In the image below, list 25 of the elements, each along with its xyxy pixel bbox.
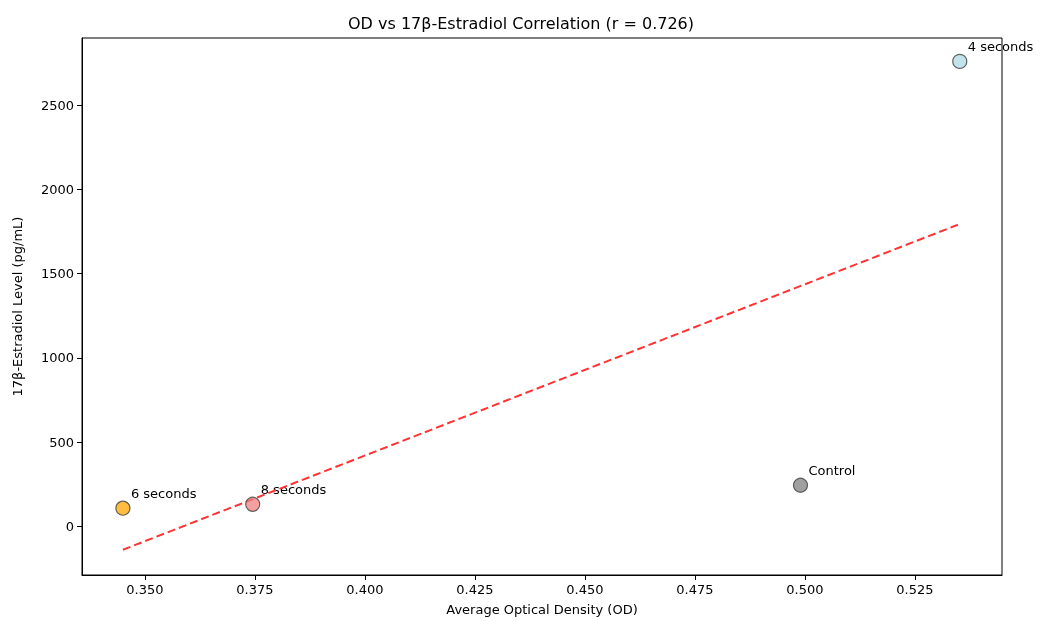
x-tick-label: 0.350 (126, 582, 164, 597)
x-tick-label: 0.475 (676, 582, 714, 597)
chart-title: OD vs 17β-Estradiol Correlation (r = 0.726) (347, 13, 695, 33)
annotation: 4 seconds (967, 39, 1034, 55)
annotation: Control (808, 463, 856, 479)
y-tick-label: 1000 (40, 350, 74, 366)
y-tick-label: 2000 (40, 182, 74, 197)
annotation: 6 seconds (130, 486, 197, 502)
annotation: 8 seconds (260, 482, 327, 498)
y-tick-label: 0 (65, 518, 74, 534)
x-tick-label: 0.425 (456, 582, 494, 597)
y-axis-title: 17β-Estradiol Level (pg/mL) (10, 216, 25, 397)
point (792, 477, 809, 493)
x-tick-label: 0.400 (346, 582, 384, 597)
x-tick-label: 0.500 (786, 582, 824, 597)
x-axis-title: Average Optical Density (OD) (446, 602, 638, 617)
point (115, 500, 131, 516)
y-tick-label: 1500 (40, 266, 74, 282)
x-tick-label: 0.525 (896, 582, 934, 597)
x-tick-label: 0.375 (236, 582, 274, 597)
point (952, 53, 968, 69)
y-tick-label: 2500 (40, 97, 74, 113)
x-tick-label: 0.450 (566, 582, 604, 597)
point (245, 496, 261, 512)
y-tick-label: 500 (49, 434, 74, 450)
